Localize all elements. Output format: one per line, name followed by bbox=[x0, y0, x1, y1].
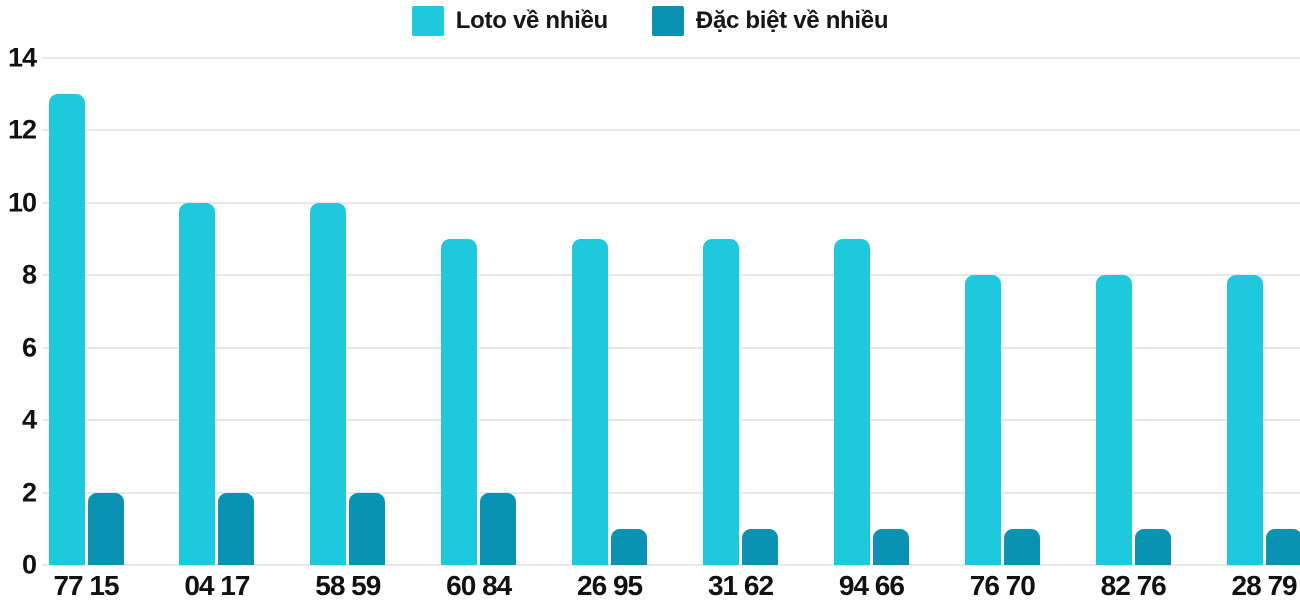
bar-loto bbox=[1226, 275, 1263, 565]
bar-dacbiet bbox=[742, 528, 778, 565]
bar-dacbiet bbox=[1003, 528, 1040, 565]
bar-loto bbox=[833, 239, 870, 565]
bar-loto bbox=[310, 202, 347, 565]
legend-swatch-0 bbox=[411, 6, 444, 36]
y-tick-label: 14 bbox=[7, 42, 37, 73]
x-tick-label: 04 17 bbox=[184, 570, 250, 601]
legend-item-loto[interactable]: Loto về nhiều bbox=[411, 6, 608, 36]
bar-loto bbox=[703, 239, 739, 565]
x-tick-label: 58 59 bbox=[315, 570, 381, 601]
y-tick-label: 6 bbox=[21, 332, 37, 363]
gridline bbox=[42, 274, 1300, 277]
gridline bbox=[42, 129, 1300, 132]
bar-dacbiet bbox=[872, 528, 909, 565]
bar-dacbiet bbox=[1265, 528, 1300, 565]
legend-item-dacbiet[interactable]: Đặc biệt về nhiều bbox=[651, 6, 889, 36]
y-tick-label: 0 bbox=[21, 549, 37, 580]
bar-loto bbox=[1095, 275, 1132, 565]
x-tick-label: 26 95 bbox=[577, 570, 643, 601]
y-tick-label: 2 bbox=[21, 477, 37, 508]
bar-dacbiet bbox=[1134, 528, 1171, 565]
bar-loto bbox=[179, 202, 216, 565]
bar-loto bbox=[572, 239, 609, 565]
gridline bbox=[42, 57, 1300, 59]
y-tick-label: 8 bbox=[21, 259, 37, 290]
x-tick-label: 94 66 bbox=[838, 570, 905, 601]
bar-dacbiet bbox=[218, 492, 255, 565]
bar-loto bbox=[48, 94, 85, 565]
y-tick-label: 12 bbox=[7, 114, 37, 145]
x-tick-label: 28 79 bbox=[1231, 570, 1298, 601]
bar-dacbiet bbox=[87, 492, 124, 565]
bar-loto bbox=[964, 275, 1001, 565]
gridline bbox=[42, 346, 1300, 349]
x-tick-label: 76 70 bbox=[969, 570, 1036, 601]
x-tick-label: 60 84 bbox=[446, 570, 512, 601]
gridline bbox=[42, 564, 1300, 566]
bar-loto bbox=[441, 239, 478, 565]
y-tick-label: 4 bbox=[21, 404, 37, 435]
bar-dacbiet bbox=[349, 492, 386, 565]
x-tick-label: 31 62 bbox=[707, 570, 774, 601]
bar-dacbiet bbox=[611, 528, 648, 565]
gridline bbox=[42, 419, 1300, 422]
bar-dacbiet bbox=[480, 492, 517, 565]
legend: Loto về nhiều Đặc biệt về nhiều bbox=[0, 6, 1300, 36]
x-tick-label: 77 15 bbox=[53, 570, 119, 601]
legend-label-loto: Loto về nhiều bbox=[455, 7, 608, 34]
legend-label-dacbiet: Đặc biệt về nhiều bbox=[695, 7, 889, 34]
y-tick-label: 10 bbox=[7, 187, 37, 218]
x-tick-label: 82 76 bbox=[1100, 570, 1167, 601]
legend-swatch-1 bbox=[651, 6, 684, 36]
gridline bbox=[42, 491, 1300, 494]
gridline bbox=[42, 201, 1300, 204]
